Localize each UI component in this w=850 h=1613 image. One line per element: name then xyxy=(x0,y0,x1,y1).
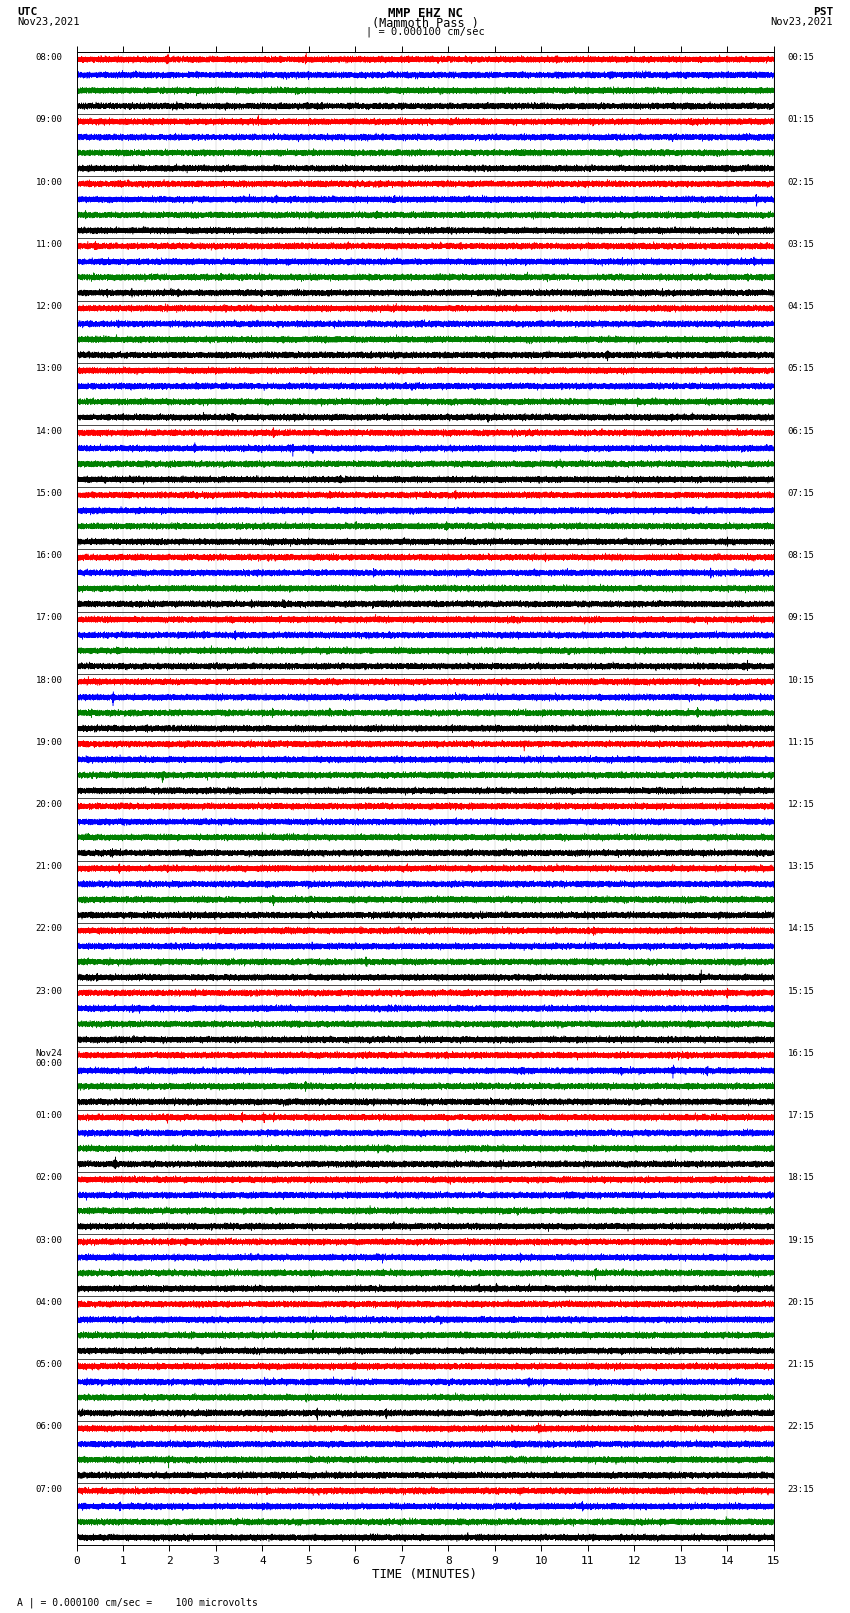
Text: A | = 0.000100 cm/sec =    100 microvolts: A | = 0.000100 cm/sec = 100 microvolts xyxy=(17,1597,258,1608)
Text: 13:15: 13:15 xyxy=(787,863,814,871)
Text: 04:00: 04:00 xyxy=(36,1298,63,1307)
Text: 17:15: 17:15 xyxy=(787,1111,814,1119)
Text: Nov23,2021: Nov23,2021 xyxy=(770,18,833,27)
Text: 15:00: 15:00 xyxy=(36,489,63,498)
Text: 22:15: 22:15 xyxy=(787,1423,814,1431)
Text: (Mammoth Pass ): (Mammoth Pass ) xyxy=(371,18,479,31)
Text: 20:15: 20:15 xyxy=(787,1298,814,1307)
Text: 07:00: 07:00 xyxy=(36,1484,63,1494)
Text: 16:00: 16:00 xyxy=(36,552,63,560)
Text: 14:00: 14:00 xyxy=(36,426,63,436)
Text: Nov24
00:00: Nov24 00:00 xyxy=(36,1048,63,1068)
Text: 05:00: 05:00 xyxy=(36,1360,63,1369)
Text: 18:15: 18:15 xyxy=(787,1173,814,1182)
Text: 22:00: 22:00 xyxy=(36,924,63,934)
Text: 21:15: 21:15 xyxy=(787,1360,814,1369)
Text: 12:00: 12:00 xyxy=(36,302,63,311)
X-axis label: TIME (MINUTES): TIME (MINUTES) xyxy=(372,1568,478,1581)
Text: 03:00: 03:00 xyxy=(36,1236,63,1245)
Text: 04:15: 04:15 xyxy=(787,302,814,311)
Text: 21:00: 21:00 xyxy=(36,863,63,871)
Text: 09:15: 09:15 xyxy=(787,613,814,623)
Text: 18:00: 18:00 xyxy=(36,676,63,684)
Text: 14:15: 14:15 xyxy=(787,924,814,934)
Text: 13:00: 13:00 xyxy=(36,365,63,373)
Text: 06:15: 06:15 xyxy=(787,426,814,436)
Text: 08:00: 08:00 xyxy=(36,53,63,63)
Text: 02:15: 02:15 xyxy=(787,177,814,187)
Text: 19:00: 19:00 xyxy=(36,737,63,747)
Text: 03:15: 03:15 xyxy=(787,240,814,248)
Text: 23:00: 23:00 xyxy=(36,987,63,995)
Text: MMP EHZ NC: MMP EHZ NC xyxy=(388,6,462,21)
Text: 10:00: 10:00 xyxy=(36,177,63,187)
Text: 08:15: 08:15 xyxy=(787,552,814,560)
Text: 20:00: 20:00 xyxy=(36,800,63,810)
Text: 02:00: 02:00 xyxy=(36,1173,63,1182)
Text: 17:00: 17:00 xyxy=(36,613,63,623)
Text: 19:15: 19:15 xyxy=(787,1236,814,1245)
Text: PST: PST xyxy=(813,6,833,18)
Text: | = 0.000100 cm/sec: | = 0.000100 cm/sec xyxy=(366,26,484,37)
Text: 01:15: 01:15 xyxy=(787,116,814,124)
Text: 11:00: 11:00 xyxy=(36,240,63,248)
Text: 01:00: 01:00 xyxy=(36,1111,63,1119)
Text: 00:15: 00:15 xyxy=(787,53,814,63)
Text: 23:15: 23:15 xyxy=(787,1484,814,1494)
Text: 10:15: 10:15 xyxy=(787,676,814,684)
Text: 06:00: 06:00 xyxy=(36,1423,63,1431)
Text: 12:15: 12:15 xyxy=(787,800,814,810)
Text: 07:15: 07:15 xyxy=(787,489,814,498)
Text: Nov23,2021: Nov23,2021 xyxy=(17,18,80,27)
Text: UTC: UTC xyxy=(17,6,37,18)
Text: 16:15: 16:15 xyxy=(787,1048,814,1058)
Text: 05:15: 05:15 xyxy=(787,365,814,373)
Text: 15:15: 15:15 xyxy=(787,987,814,995)
Text: 11:15: 11:15 xyxy=(787,737,814,747)
Text: 09:00: 09:00 xyxy=(36,116,63,124)
